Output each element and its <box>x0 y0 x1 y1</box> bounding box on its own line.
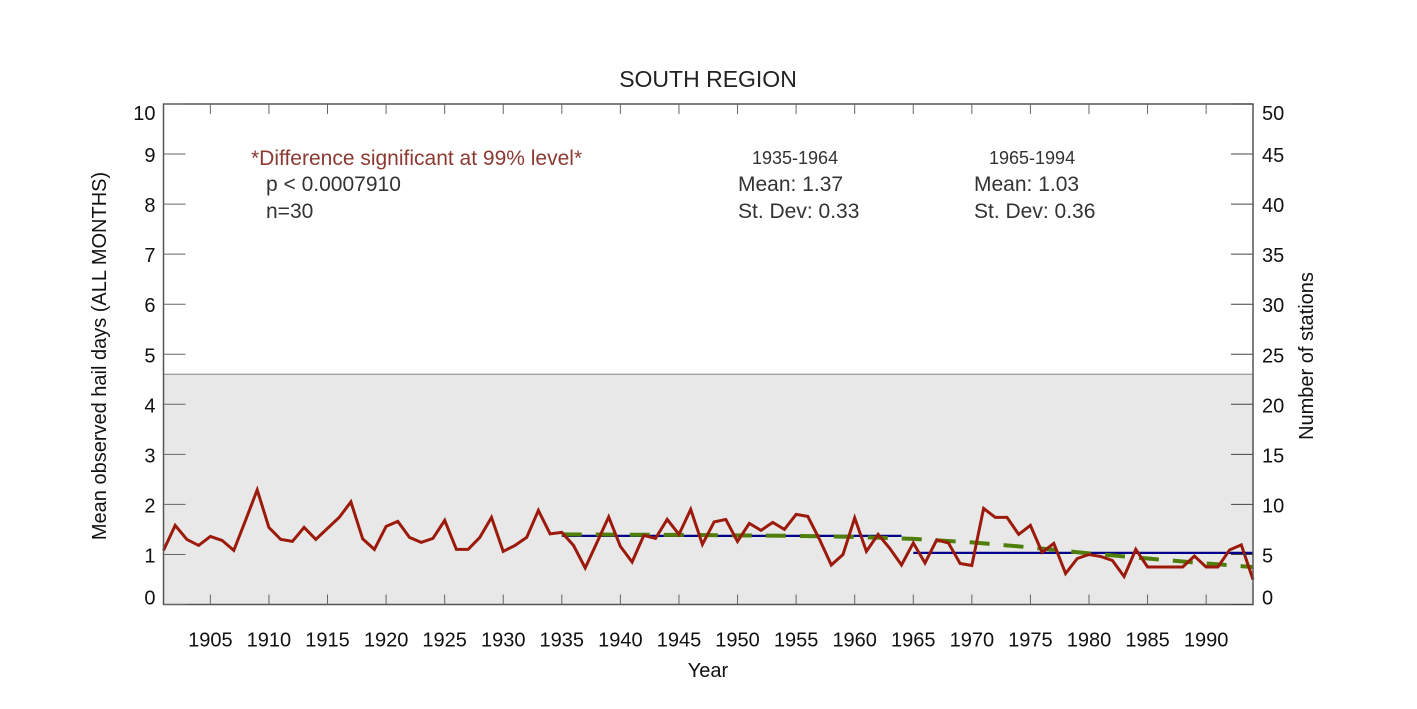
y2-tick-label: 25 <box>1262 345 1284 367</box>
y-axis-title: Mean observed hail days (ALL MONTHS) <box>89 172 111 540</box>
x-tick-label: 1945 <box>657 630 702 652</box>
y-tick-label: 0 <box>144 588 155 610</box>
x-tick-label: 1960 <box>832 630 877 652</box>
y-tick-label: 8 <box>144 195 155 217</box>
chart-title: SOUTH REGION <box>619 66 797 92</box>
y-tick-label: 10 <box>133 103 155 125</box>
y2-tick-label: 35 <box>1262 245 1284 267</box>
x-tick-label: 1990 <box>1184 630 1229 652</box>
y-tick-label: 4 <box>144 395 155 417</box>
x-tick-label: 1915 <box>305 630 350 652</box>
period2-mean: Mean: 1.03 <box>974 173 1079 196</box>
y2-tick-label: 0 <box>1262 588 1273 610</box>
x-tick-label: 1920 <box>364 630 409 652</box>
x-tick-label: 1925 <box>422 630 467 652</box>
period2-label: 1965-1994 <box>989 148 1075 168</box>
period1-stdev: St. Dev: 0.33 <box>738 200 859 223</box>
y-tick-label: 2 <box>144 495 155 517</box>
y-tick-label: 5 <box>144 345 155 367</box>
y-tick-label: 6 <box>144 295 155 317</box>
y2-tick-label: 50 <box>1262 103 1284 125</box>
series-layer <box>162 485 1255 580</box>
y2-tick-label: 20 <box>1262 395 1284 417</box>
y2-axis-title: Number of stations <box>1296 272 1318 440</box>
significance-annotation: *Difference significant at 99% level* <box>251 147 582 170</box>
period1-mean: Mean: 1.37 <box>738 173 843 196</box>
y2-tick-label: 15 <box>1262 445 1284 467</box>
p-value-annotation: p < 0.0007910 <box>266 173 401 196</box>
x-tick-label: 1980 <box>1067 630 1112 652</box>
x-tick-label: 1955 <box>774 630 819 652</box>
ticks-layer: 1905 1910 1915 1920 1925 1930 1935 1940 1945 1950… <box>133 103 1284 652</box>
y-tick-label: 7 <box>144 245 155 267</box>
y-tick-label: 9 <box>144 145 155 167</box>
x-tick-label: 1950 <box>715 630 760 652</box>
y2-tick-label: 40 <box>1262 195 1284 217</box>
y-tick-label: 3 <box>144 445 155 467</box>
stations-area <box>163 374 1253 605</box>
x-tick-label: 1985 <box>1125 630 1170 652</box>
n-annotation: n=30 <box>266 200 313 223</box>
x-tick-label: 1935 <box>540 630 585 652</box>
y2-tick-label: 5 <box>1262 545 1273 567</box>
y2-tick-label: 10 <box>1262 495 1284 517</box>
y-tick-label: 1 <box>144 545 155 567</box>
series-line-trend-1935-1994 <box>561 532 1254 569</box>
stations-layer <box>163 373 1253 605</box>
x-tick-label: 1965 <box>891 630 936 652</box>
x-tick-label: 1905 <box>188 630 233 652</box>
period1-label: 1935-1964 <box>752 148 838 168</box>
series-line-mean-observed-hail-days <box>162 485 1255 580</box>
x-tick-label: 1940 <box>598 630 643 652</box>
x-tick-label: 1975 <box>1008 630 1053 652</box>
x-tick-label: 1910 <box>247 630 292 652</box>
y2-tick-label: 30 <box>1262 295 1284 317</box>
x-tick-label: 1930 <box>481 630 526 652</box>
x-tick-label: 1970 <box>950 630 995 652</box>
x-axis-title: Year <box>688 660 729 682</box>
period2-stdev: St. Dev: 0.36 <box>974 200 1095 223</box>
y2-tick-label: 45 <box>1262 145 1284 167</box>
